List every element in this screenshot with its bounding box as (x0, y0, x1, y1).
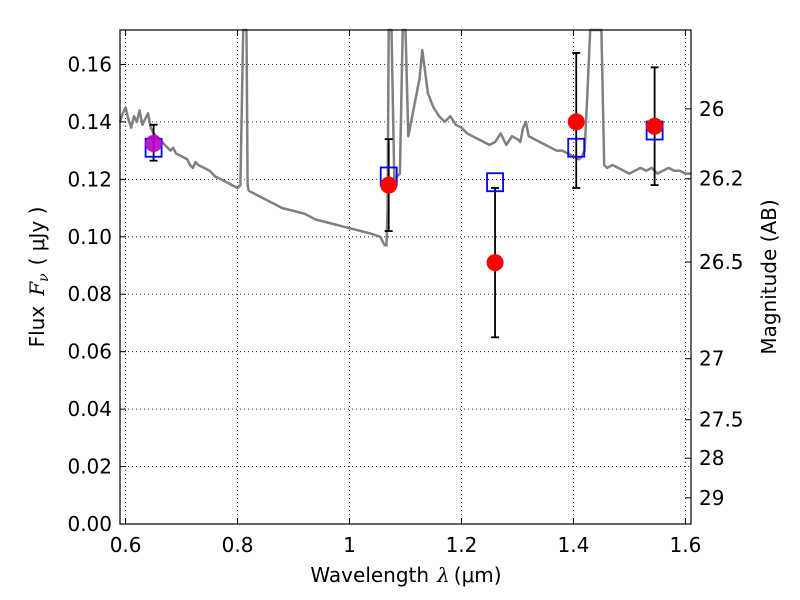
y2-tick-label: 26 (699, 97, 724, 121)
x-tick-label: 1.4 (558, 533, 590, 557)
observed-flux-point (486, 254, 504, 272)
y2-axis-title: Magnitude (AB) (757, 199, 781, 354)
observed-flux-point (145, 134, 163, 152)
observed-flux-point (567, 113, 585, 131)
y-tick-label: 0.00 (67, 512, 112, 536)
y-tick-label: 0.10 (67, 225, 112, 249)
y-axis-ticks: 0.00 0.02 0.04 0.06 0.08 0.10 0.12 0.14 0.16 (67, 52, 126, 536)
y-tick-label: 0.12 (67, 167, 112, 191)
plot-frame (119, 29, 692, 525)
y2-tick-label: 29 (699, 486, 724, 510)
spectrum-layer (118, 28, 691, 247)
x-tick-label: 1.6 (669, 533, 701, 557)
y-tick-label: 0.04 (67, 397, 112, 421)
x-tick-label: 0.6 (110, 533, 142, 557)
y2-tick-label: 28 (699, 446, 724, 470)
x-tick-label: 0.8 (222, 533, 254, 557)
y2-tick-label: 27 (699, 347, 724, 371)
x-tick-label: 1 (343, 533, 356, 557)
observed-flux-point (380, 176, 398, 194)
y-tick-label: 0.08 (67, 282, 112, 306)
errorbar-layer (149, 52, 659, 339)
y-tick-label: 0.02 (67, 455, 112, 479)
model-square-point (486, 172, 504, 193)
y-tick-label: 0.14 (67, 110, 112, 134)
y2-tick-label: 26.2 (699, 167, 744, 191)
y2-tick-label: 27.5 (699, 408, 744, 432)
y-tick-label: 0.16 (67, 52, 112, 76)
y-tick-label: 0.06 (67, 340, 112, 364)
observed-point-layer (145, 113, 664, 272)
model-square-point (567, 137, 586, 158)
x-axis-title: Wavelength λ (μm) (310, 563, 501, 587)
x-axis-ticks: 0.6 0.8 1 1.2 1.4 1.6 (110, 30, 701, 557)
y-axis-title: FluxFν( μJy ) (25, 207, 52, 348)
spectrum-line (118, 28, 691, 247)
observed-flux-point (646, 117, 664, 135)
x-tick-label: 1.2 (446, 533, 478, 557)
grid-lines (120, 30, 691, 524)
y2-tick-label: 26.5 (699, 250, 744, 274)
y2-axis-ticks: 26 26.2 26.5 27 27.5 28 29 (685, 97, 744, 510)
